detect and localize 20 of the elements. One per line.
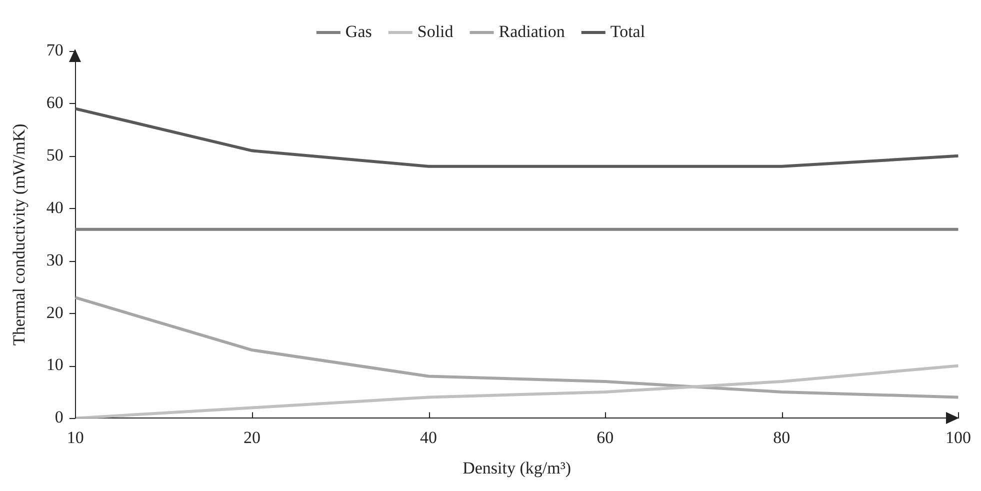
- y-axis-title: Thermal conductivity (mW/mK): [10, 124, 29, 346]
- y-tick-label: 40: [46, 198, 64, 217]
- legend-label: Total: [610, 22, 646, 41]
- x-axis-title: Density (kg/m³): [462, 458, 572, 478]
- x-tick-label: 20: [243, 428, 260, 447]
- x-tick-label: 100: [946, 428, 971, 447]
- x-tick-label: 10: [66, 428, 84, 447]
- x-tick-label: 80: [773, 428, 790, 447]
- legend-label: Solid: [417, 22, 454, 41]
- y-tick-label: 60: [46, 92, 64, 112]
- y-tick-label: 10: [46, 355, 64, 374]
- y-tick-label: 0: [54, 408, 64, 427]
- y-tick-label: 30: [46, 250, 64, 270]
- y-tick-label: 70: [46, 40, 64, 60]
- legend-label: Gas: [345, 22, 372, 41]
- legend-label: Radiation: [498, 22, 566, 41]
- x-tick-label: 60: [596, 428, 614, 447]
- y-tick-label: 50: [46, 145, 64, 164]
- x-tick-label: 40: [420, 428, 438, 447]
- y-tick-label: 20: [46, 302, 64, 322]
